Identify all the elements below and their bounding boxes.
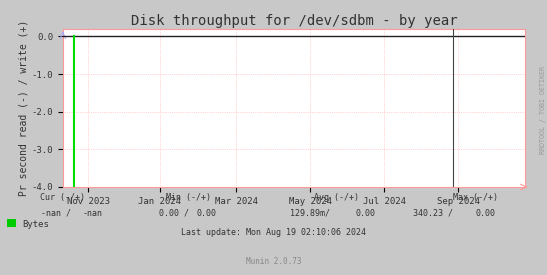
Text: 129.89m/: 129.89m/ [290,209,330,218]
Text: 0.00: 0.00 [356,209,376,218]
Text: -nan /: -nan / [41,209,71,218]
Text: 0.00: 0.00 [476,209,496,218]
Text: Bytes: Bytes [22,220,49,229]
Text: Cur (-/+): Cur (-/+) [40,193,85,202]
Text: Munin 2.0.73: Munin 2.0.73 [246,257,301,266]
Y-axis label: Pr second read (-) / write (+): Pr second read (-) / write (+) [19,20,29,196]
Text: Avg (-/+): Avg (-/+) [314,193,359,202]
Text: 0.00: 0.00 [197,209,217,218]
Text: RRDTOOL / TOBI OETIKER: RRDTOOL / TOBI OETIKER [540,66,546,154]
Text: Last update: Mon Aug 19 02:10:06 2024: Last update: Mon Aug 19 02:10:06 2024 [181,228,366,237]
Title: Disk throughput for /dev/sdbm - by year: Disk throughput for /dev/sdbm - by year [131,14,457,28]
Text: 0.00 /: 0.00 / [159,209,189,218]
Text: Min (-/+): Min (-/+) [166,193,211,202]
Text: 340.23 /: 340.23 / [413,209,453,218]
Text: -nan: -nan [82,209,102,218]
Text: Max (-/+): Max (-/+) [453,193,498,202]
